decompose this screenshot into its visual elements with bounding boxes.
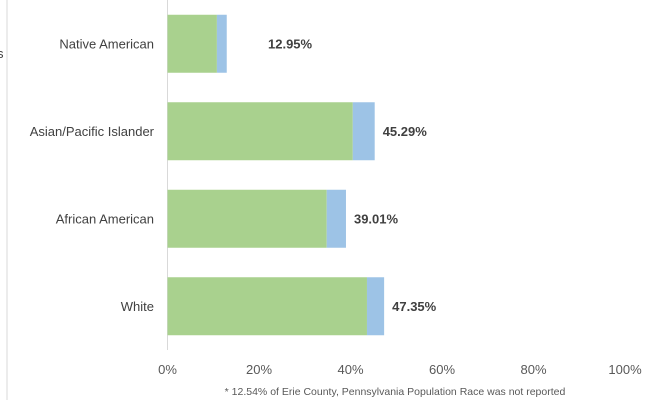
category-labels: Native American Asian/Pacific Islander Afr… bbox=[30, 36, 155, 314]
category-label-1: Asian/Pacific Islander bbox=[30, 124, 155, 139]
category-label-2: African American bbox=[56, 211, 154, 226]
x-tick-label-4: 80% bbox=[520, 362, 546, 377]
x-tick-label-2: 40% bbox=[337, 362, 363, 377]
data-label-0: 12.95% bbox=[268, 36, 313, 51]
bar-segment-2-0 bbox=[216, 14, 227, 73]
bars-layer bbox=[167, 14, 385, 336]
bar-segment-1-0 bbox=[167, 14, 217, 73]
data-labels: 12.95% 45.29% 39.01% 47.35% bbox=[268, 36, 437, 314]
chart-footnote: * 12.54% of Erie County, Pennsylvania Po… bbox=[225, 386, 566, 398]
x-tick-label-0: 0% bbox=[158, 362, 177, 377]
bar-segment-1-3 bbox=[167, 277, 367, 336]
x-tick-label-5: 100% bbox=[608, 362, 642, 377]
bar-segment-1-1 bbox=[167, 102, 353, 161]
x-tick-label-1: 20% bbox=[246, 362, 272, 377]
bar-segment-1-2 bbox=[167, 189, 327, 248]
bar-segment-2-3 bbox=[366, 277, 385, 336]
bar-segment-2-1 bbox=[352, 102, 375, 161]
category-label-0: Native American bbox=[59, 36, 154, 51]
data-label-2: 39.01% bbox=[354, 211, 399, 226]
bar-segment-2-2 bbox=[326, 189, 346, 248]
category-label-3: White bbox=[121, 299, 154, 314]
x-axis-ticks: 0% 20% 40% 60% 80% 100% bbox=[158, 362, 642, 377]
clipped-edge-glyph: s bbox=[0, 46, 4, 61]
data-label-3: 47.35% bbox=[392, 299, 437, 314]
data-label-1: 45.29% bbox=[383, 124, 428, 139]
x-tick-label-3: 60% bbox=[429, 362, 455, 377]
